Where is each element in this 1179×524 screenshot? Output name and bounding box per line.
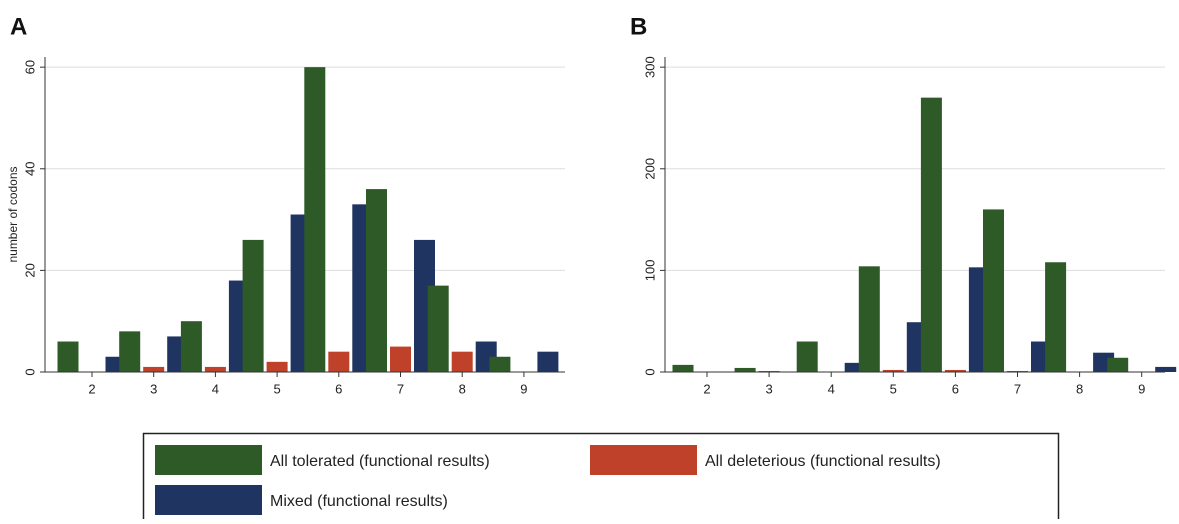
legend-label: All tolerated (functional results) xyxy=(270,453,490,470)
bar xyxy=(796,341,818,372)
bar xyxy=(451,351,473,372)
bar xyxy=(366,189,387,372)
legend-swatch xyxy=(155,445,262,475)
bar xyxy=(944,369,966,372)
y-axis-label: number of codons xyxy=(6,166,20,262)
bar xyxy=(1155,366,1177,372)
panel-label: B xyxy=(630,13,647,40)
y-tick-label: 40 xyxy=(22,162,37,176)
x-tick-label: 8 xyxy=(459,381,466,396)
legend-label: Mixed (functional results) xyxy=(270,493,448,510)
bar xyxy=(758,370,780,372)
y-tick-label: 20 xyxy=(22,263,37,277)
y-tick-label: 100 xyxy=(642,260,657,282)
bar xyxy=(489,356,511,372)
bar xyxy=(734,367,756,372)
y-tick-label: 0 xyxy=(22,368,37,375)
bar xyxy=(57,341,79,372)
legend-label: All deleterious (functional results) xyxy=(705,453,941,470)
x-tick-label: 5 xyxy=(273,381,280,396)
legend-swatch xyxy=(590,445,697,475)
bar xyxy=(983,209,1004,372)
y-tick-label: 0 xyxy=(642,368,657,375)
bar xyxy=(1045,262,1067,372)
legend-box xyxy=(142,432,1060,524)
x-tick-label: 3 xyxy=(765,381,772,396)
bar xyxy=(858,266,880,372)
bar xyxy=(537,351,559,372)
x-tick-label: 4 xyxy=(828,381,835,396)
legend-swatch xyxy=(155,485,262,515)
x-tick-label: 4 xyxy=(212,381,219,396)
bar xyxy=(266,361,288,372)
x-tick-label: 2 xyxy=(703,381,710,396)
bar xyxy=(390,346,411,372)
bar xyxy=(672,364,694,372)
bar xyxy=(143,366,165,372)
x-tick-label: 2 xyxy=(88,381,95,396)
y-tick-label: 300 xyxy=(642,56,657,78)
x-tick-label: 6 xyxy=(952,381,959,396)
x-tick-label: 8 xyxy=(1076,381,1083,396)
x-tick-label: 5 xyxy=(890,381,897,396)
panel-label: A xyxy=(10,13,27,40)
bar xyxy=(242,239,264,372)
bar xyxy=(328,351,350,372)
bar xyxy=(882,369,904,372)
bar xyxy=(304,67,326,373)
bar xyxy=(1107,357,1129,372)
bar xyxy=(427,285,449,372)
y-tick-label: 200 xyxy=(642,158,657,180)
bar xyxy=(1007,370,1028,372)
x-tick-label: 9 xyxy=(520,381,527,396)
x-tick-label: 9 xyxy=(1138,381,1145,396)
x-tick-label: 7 xyxy=(1014,381,1021,396)
y-tick-label: 60 xyxy=(22,60,37,74)
bar xyxy=(180,321,202,372)
bar xyxy=(844,362,866,372)
bar xyxy=(920,97,942,372)
x-tick-label: 3 xyxy=(150,381,157,396)
bar xyxy=(204,366,226,372)
x-tick-label: 7 xyxy=(397,381,404,396)
x-tick-label: 6 xyxy=(335,381,342,396)
bar xyxy=(119,331,141,372)
